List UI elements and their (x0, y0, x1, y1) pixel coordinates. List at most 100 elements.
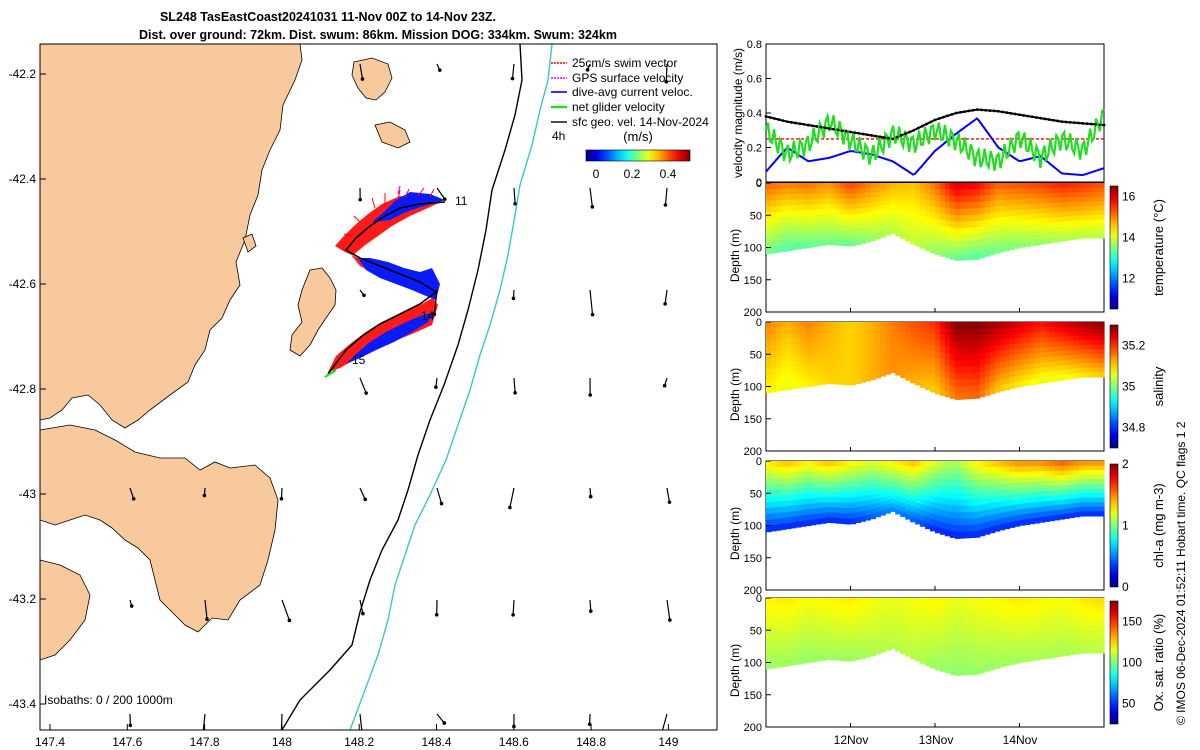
chl-a-cell (1039, 511, 1045, 518)
chl-a-cell (800, 504, 807, 511)
oxygen-cell (1044, 598, 1050, 604)
chl-a-cell (775, 472, 782, 479)
oxygen-colorbar-label: Ox. sat. ratio (%) (1151, 614, 1166, 712)
salinity-cell (910, 347, 916, 353)
oxygen-cell (900, 644, 906, 650)
temperature-cell (940, 195, 946, 202)
chl-a-cell (1049, 500, 1055, 507)
oxygen-cell (989, 621, 996, 629)
temperature-cell (979, 189, 986, 196)
chl-a-cell (815, 476, 822, 483)
chl-a-cell (790, 472, 797, 479)
chl-a-cell (905, 475, 911, 481)
salinity-cell (1014, 360, 1021, 366)
salinity-cell (830, 363, 837, 369)
chl-a-cell (890, 498, 896, 504)
salinity-cell (1044, 377, 1050, 383)
oxygen-cell (1014, 614, 1021, 621)
salinity-cell (890, 359, 896, 365)
salinity-cell (1049, 366, 1055, 373)
oxygen-cell (1084, 602, 1090, 608)
temperature-cell (880, 205, 886, 211)
chl-a-cell (860, 516, 866, 522)
temperature-cell (895, 196, 901, 202)
oxygen-cell (890, 631, 896, 637)
oxygen-cell (885, 602, 891, 608)
chl-a-colorbar-tick: 1 (1122, 519, 1129, 533)
salinity-cell (930, 351, 936, 358)
oxygen-cell (989, 657, 996, 665)
oxygen-cell (979, 647, 986, 655)
chl-a-cell (805, 461, 812, 467)
chl-a-cell (870, 475, 876, 481)
oxygen-cell (785, 643, 792, 650)
chl-a-cell (949, 473, 956, 481)
oxygen-cell (940, 604, 946, 611)
temperature-cell (1044, 183, 1050, 189)
chl-a-cell (790, 477, 797, 484)
chl-a-cell (895, 487, 901, 493)
oxygen-cell (1029, 634, 1035, 641)
oxygen-colorbar (1109, 600, 1119, 725)
oxygen-cell (940, 634, 946, 642)
salinity-cell (855, 347, 862, 354)
salinity-cell (895, 344, 901, 349)
oxygen-cell (1034, 613, 1040, 620)
oxygen-cell (964, 630, 971, 637)
salinity-cell (989, 357, 996, 365)
temperature-cell (1044, 198, 1050, 204)
oxygen-cell (845, 634, 852, 641)
salinity-cell (954, 322, 961, 329)
temperature-cell (790, 222, 797, 229)
temperature-cell (771, 194, 777, 201)
chl-a-cell (790, 511, 797, 518)
geo-velocity-arrowhead (508, 505, 512, 510)
chl-a-cell (885, 474, 891, 479)
temperature-cell (949, 221, 956, 229)
oxygen-cell (974, 648, 981, 656)
velocity-geo-point (992, 109, 996, 113)
chl-a-cell (865, 515, 871, 521)
temperature-cell (840, 193, 847, 200)
temperature-cell (845, 219, 852, 226)
salinity-cell (845, 353, 852, 360)
salinity-cell (1079, 372, 1085, 378)
salinity-cell (830, 368, 837, 374)
salinity-cell (1014, 365, 1021, 372)
chl-a-cell (944, 479, 951, 487)
oxygen-cell (969, 604, 976, 612)
chl-a-cell (766, 484, 772, 491)
oxygen-cell (785, 654, 792, 661)
temperature-cell (1059, 226, 1065, 232)
temperature-cell (1044, 193, 1050, 199)
temperature-cell (949, 189, 956, 197)
salinity-cell (855, 322, 862, 328)
salinity-cell (984, 328, 991, 335)
salinity-cell (860, 377, 866, 383)
oxygen-cell (994, 598, 1001, 605)
salinity-cell (989, 322, 996, 329)
chl-a-cell (890, 469, 896, 475)
temperature-cell (964, 246, 971, 254)
chl-a-cell (1009, 499, 1016, 506)
temperature-cell (1019, 199, 1026, 205)
temperature-cell (790, 216, 797, 223)
salinity-cell (1069, 350, 1075, 356)
salinity-cell (935, 375, 941, 383)
temperature-cell (944, 220, 951, 228)
salinity-cell (1054, 341, 1060, 348)
salinity-cell (1009, 377, 1016, 384)
chl-a-cell (915, 513, 921, 520)
salinity-cell (1084, 367, 1090, 373)
salinity-cell (771, 327, 777, 335)
oxygen-cell (984, 652, 991, 660)
salinity-cell (775, 327, 782, 335)
salinity-cell (860, 352, 866, 358)
temperature-cell (1054, 227, 1060, 233)
small-island (374, 121, 411, 149)
salinity-cell (984, 364, 991, 372)
geo-velocity-arrowhead (585, 68, 590, 72)
oxygen-cell (830, 618, 837, 625)
chl-a-cell (930, 501, 936, 509)
oxygen-cell (1074, 607, 1080, 613)
